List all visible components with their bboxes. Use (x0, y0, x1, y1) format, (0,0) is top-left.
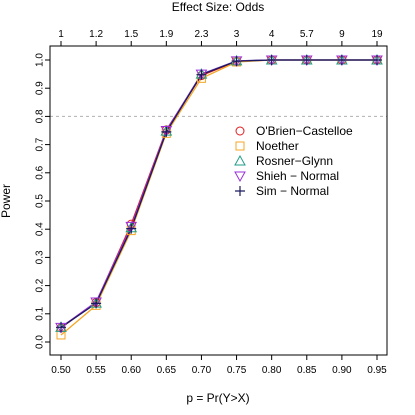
legend-marker (234, 154, 246, 166)
plot-area: 0.50 1 0.55 1.2 0.60 1.5 0.65 1.9 0.70 2.3 0.75 3 0.… (35, 29, 388, 376)
y-axis-title: Power (0, 184, 13, 218)
x-tick-label: 0.50 (51, 365, 71, 376)
series-3-point (90, 297, 102, 308)
legend-label: Sim − Normal (256, 184, 329, 198)
legend-label: O'Brien−Castelloe (256, 124, 353, 138)
legend: O'Brien−CastelloeNoetherRosner−GlynnShie… (234, 124, 353, 198)
x-tick-label: 0.75 (227, 365, 247, 376)
x-tick-label: 0.90 (332, 365, 352, 376)
y-tick-label: 0.0 (35, 335, 46, 349)
legend-marker (234, 171, 246, 183)
legend-marker (235, 126, 245, 136)
series-4-point (91, 298, 102, 309)
series-4-point (56, 322, 66, 333)
series-4-point (336, 55, 347, 65)
top-tick-label: 3 (234, 29, 240, 40)
legend-label: Shieh − Normal (256, 169, 339, 183)
legend-label: Rosner−Glynn (256, 154, 333, 168)
y-tick-label: 0.9 (35, 81, 46, 95)
series-3-point (160, 126, 173, 137)
y-tick-label: 0.2 (35, 278, 46, 292)
series-4-point (126, 223, 137, 234)
top-tick-label: 5.7 (300, 29, 314, 40)
top-tick-label: 1 (58, 29, 64, 40)
series-4-point (372, 55, 382, 65)
top-tick-label: 1.2 (89, 29, 103, 40)
series-line-4 (60, 59, 377, 328)
x-tick-label: 0.65 (157, 365, 177, 376)
series-line-3 (60, 59, 377, 328)
top-axis-title: Effect Size: Odds (172, 0, 265, 14)
x-tick-label: 0.55 (86, 365, 106, 376)
y-tick-label: 0.8 (35, 109, 46, 123)
y-tick-label: 0.4 (35, 222, 46, 236)
legend-marker (235, 141, 245, 151)
y-tick-label: 0.7 (35, 137, 46, 151)
series-3-point (125, 221, 138, 233)
series-4-point (266, 55, 277, 65)
y-tick-label: 0.6 (35, 165, 46, 179)
series-4-point (301, 55, 312, 65)
series-line-0 (60, 59, 377, 329)
top-tick-label: 2.3 (194, 29, 208, 40)
top-tick-label: 9 (339, 29, 345, 40)
top-tick-label: 1.9 (159, 29, 173, 40)
y-tick-label: 0.1 (35, 306, 46, 320)
legend-label: Noether (256, 139, 299, 153)
series-line-2 (60, 59, 377, 328)
x-axis-title: p = Pr(Y>X) (186, 391, 249, 405)
y-tick-label: 0.3 (35, 250, 46, 264)
top-tick-label: 1.5 (124, 29, 138, 40)
x-tick-label: 0.95 (367, 365, 387, 376)
y-tick-label: 0.5 (35, 194, 46, 208)
series-line-1 (60, 59, 377, 336)
top-tick-label: 19 (371, 29, 383, 40)
series-4-point (161, 126, 172, 137)
series-4-point (196, 69, 207, 80)
y-tick-label: 1.0 (35, 53, 46, 67)
top-tick-label: 4 (269, 29, 275, 40)
legend-marker (235, 186, 245, 196)
x-tick-label: 0.70 (192, 365, 212, 376)
x-tick-label: 0.85 (297, 365, 317, 376)
x-tick-label: 0.60 (121, 365, 141, 376)
series-4-point (231, 56, 242, 67)
x-tick-label: 0.80 (262, 365, 282, 376)
